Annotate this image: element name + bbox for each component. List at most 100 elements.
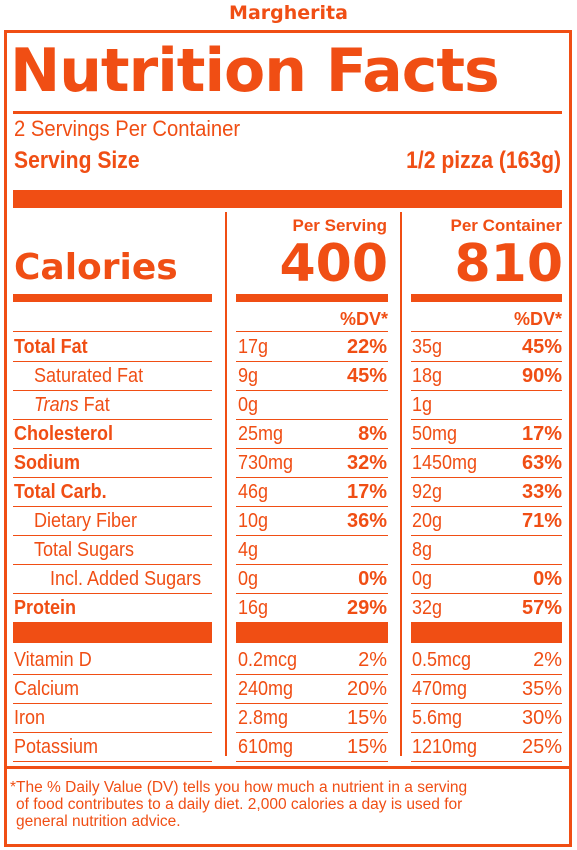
vitamin-name: Iron: [14, 707, 46, 729]
nutrient-rule-mid: [236, 361, 388, 362]
vitamin-rule-mid: [236, 674, 388, 675]
nutrient-container-dv: 57%: [521, 597, 562, 619]
vitamin-serving-dv: 15%: [346, 707, 387, 729]
nutrition-panel: [4, 30, 572, 847]
vitamin-container-amount: 5.6mg: [412, 707, 463, 729]
calories-per-container: 810: [454, 234, 563, 294]
dv-rule-left: [13, 331, 212, 332]
vitamin-rule-left: [13, 674, 212, 675]
daily-value-footnote: *The % Daily Value (DV) tells you how mu…: [10, 779, 566, 830]
vitamin-name: Potassium: [14, 736, 99, 758]
vitamin-rule-right: [411, 674, 562, 675]
nutrient-container-dv: 0%: [533, 568, 562, 590]
nutrient-name: Cholesterol: [14, 423, 114, 445]
vitamin-rule-right: [411, 761, 562, 762]
nutrient-rule-left: [13, 361, 212, 362]
nutrient-rule-mid: [236, 506, 388, 507]
nutrient-rule-right: [411, 564, 562, 565]
serving-size-label: Serving Size: [14, 147, 140, 174]
nutrient-name-text: Fat: [83, 394, 110, 416]
product-name: Margherita: [229, 2, 348, 24]
vitamin-rule-left: [13, 703, 212, 704]
vitamin-rule-right: [411, 703, 562, 704]
vitamin-container-dv: 35%: [521, 678, 562, 700]
nutrient-rule-left: [13, 506, 212, 507]
nutrient-container-amount: 8g: [412, 539, 433, 561]
nutrient-serving-amount: 9g: [238, 365, 259, 387]
nutrient-container-dv: 63%: [521, 452, 562, 474]
nutrient-container-amount: 1450mg: [412, 452, 478, 474]
nutrient-container-amount: 32g: [412, 597, 443, 619]
column-divider-1: [225, 212, 227, 756]
nutrient-name: Trans Fat: [34, 394, 110, 416]
nutrient-rule-mid: [236, 390, 388, 391]
thick-divider-vitamins-right: [411, 623, 562, 643]
footer-rule: [4, 766, 572, 769]
vitamin-row: Vitamin D 0.2mcg 2% 0.5mcg 2%: [0, 645, 577, 674]
nutrient-container-dv: 45%: [521, 336, 562, 358]
nutrient-serving-dv: 8%: [358, 423, 387, 445]
nutrient-name: Total Fat: [14, 336, 88, 358]
nutrient-rule-right: [411, 622, 562, 623]
servings-per-container: 2 Servings Per Container: [14, 116, 241, 141]
nutrient-row: Saturated Fat 9g 45% 18g 90%: [0, 361, 577, 390]
nutrient-rule-left: [13, 448, 212, 449]
vitamin-container-dv: 30%: [521, 707, 562, 729]
nutrient-container-dv: 90%: [521, 365, 562, 387]
vitamin-container-amount: 0.5mcg: [412, 649, 472, 671]
nutrient-serving-amount: 0g: [238, 394, 259, 416]
vitamin-container-dv: 25%: [521, 736, 562, 758]
nutrient-serving-dv: 45%: [346, 365, 387, 387]
nutrient-serving-dv: 32%: [346, 452, 387, 474]
vitamin-container-amount: 1210mg: [412, 736, 478, 758]
nutrient-rule-mid: [236, 564, 388, 565]
nutrient-rule-left: [13, 419, 212, 420]
nutrient-serving-amount: 730mg: [238, 452, 294, 474]
vitamin-rule-mid: [236, 732, 388, 733]
nutrient-rule-right: [411, 477, 562, 478]
vitamin-rule-left: [13, 761, 212, 762]
calories-per-serving: 400: [279, 234, 388, 294]
nutrient-row: Cholesterol 25mg 8% 50mg 17%: [0, 419, 577, 448]
nutrient-serving-amount: 10g: [238, 510, 269, 532]
vitamin-serving-dv: 15%: [346, 736, 387, 758]
nutrient-container-dv: 17%: [521, 423, 562, 445]
vitamin-container-dv: 2%: [533, 649, 562, 671]
vitamin-row: Potassium 610mg 15% 1210mg 25%: [0, 732, 577, 761]
vitamin-serving-dv: 20%: [346, 678, 387, 700]
vitamin-serving-dv: 2%: [358, 649, 387, 671]
nutrient-row: Dietary Fiber 10g 36% 20g 71%: [0, 506, 577, 535]
dv-rule-right: [411, 331, 562, 332]
nutrient-container-amount: 18g: [412, 365, 443, 387]
nutrient-rule-right: [411, 506, 562, 507]
nutrient-rule-left: [13, 622, 212, 623]
nutrient-container-amount: 50mg: [412, 423, 458, 445]
column-divider-2: [400, 212, 402, 756]
nutrient-rule-mid: [236, 593, 388, 594]
nutrient-rule-right: [411, 361, 562, 362]
nutrient-row: Total Fat 17g 22% 35g 45%: [0, 332, 577, 361]
vitamin-rule-left: [13, 732, 212, 733]
nutrient-name: Total Sugars: [34, 539, 135, 561]
thick-divider-vitamins-mid: [236, 623, 388, 643]
nutrient-serving-amount: 16g: [238, 597, 269, 619]
dv-rule-mid: [236, 331, 388, 332]
nutrient-rule-right: [411, 448, 562, 449]
vitamin-rule-mid: [236, 703, 388, 704]
dv-header-container: %DV*: [513, 309, 562, 329]
nutrient-rule-mid: [236, 448, 388, 449]
nutrient-serving-dv: 22%: [346, 336, 387, 358]
title-rule: [13, 111, 562, 114]
nutrient-row: Sodium 730mg 32% 1450mg 63%: [0, 448, 577, 477]
nutrient-rule-left: [13, 390, 212, 391]
nutrient-serving-amount: 25mg: [238, 423, 284, 445]
vitamin-name: Vitamin D: [14, 649, 92, 671]
nutrient-rule-left: [13, 593, 212, 594]
nutrient-row: Total Sugars 4g 8g: [0, 535, 577, 564]
nutrient-rule-mid: [236, 535, 388, 536]
nutrient-name: Dietary Fiber: [34, 510, 138, 532]
nutrient-container-amount: 20g: [412, 510, 443, 532]
nutrient-container-amount: 1g: [412, 394, 433, 416]
vitamin-serving-amount: 0.2mcg: [238, 649, 298, 671]
nutrient-row: Protein 16g 29% 32g 57%: [0, 593, 577, 622]
